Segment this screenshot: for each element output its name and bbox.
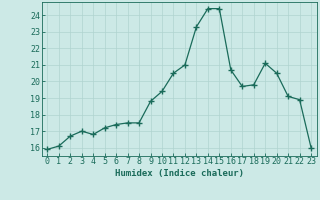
X-axis label: Humidex (Indice chaleur): Humidex (Indice chaleur) bbox=[115, 169, 244, 178]
